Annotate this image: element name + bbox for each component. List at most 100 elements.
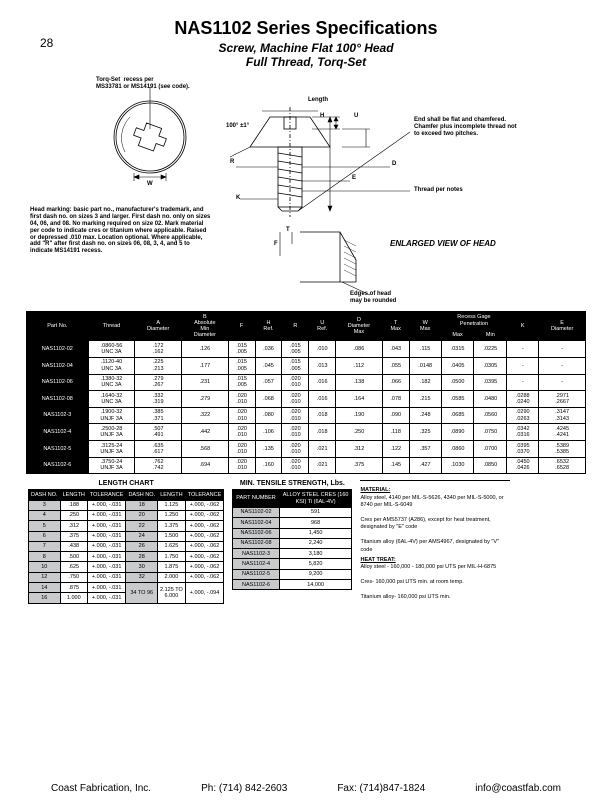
table-cell: 3 [29,500,61,510]
table-cell: .0500 [441,374,474,391]
th-thread: Thread [88,312,135,341]
table-cell: .3125-24UNJF 3A [88,441,135,458]
table-cell: .875 [60,583,87,593]
table-cell: .055 [382,357,409,374]
length-chart-table: DASH NO. LENGTH TOLERANCE DASH NO. LENGT… [28,489,224,603]
table-cell: .020.010 [282,457,309,474]
table-cell: .1640-32UNC 3A [88,391,135,408]
length-label: Length [308,97,328,104]
heat-treat-line-2: Cres- 160,000 psi UTS min. at room temp. [360,579,510,586]
table-cell: .0450.0426 [507,457,539,474]
table-cell: .0405 [441,357,474,374]
footer-email: info@coastfab.com [475,783,561,794]
table-cell: 4 [29,510,61,520]
th-E: EDiameter [539,312,586,341]
table-cell: NAS1102-5 [233,569,279,579]
heat-treat-heading: HEAT TREAT: [360,557,510,564]
table-cell: 10 [29,562,61,572]
table-cell: .020.010 [282,374,309,391]
table-cell: .020.010 [282,391,309,408]
table-cell: .0850 [474,457,507,474]
table-cell: .0225 [474,341,507,358]
table-cell: .078 [382,391,409,408]
table-cell: 12 [29,572,61,582]
table-cell: 30 [126,562,158,572]
material-line-3: Titanium alloy (6AL-4V) per AMS4967, des… [360,539,510,554]
th-U: URef. [309,312,336,341]
table-cell: .172.162 [135,341,182,358]
table-cell: .0288.0240 [507,391,539,408]
title-block: NAS1102 Series Specifications Screw, Mac… [0,18,612,69]
table-cell: .438 [60,541,87,551]
table-cell: 24 [126,531,158,541]
table-cell: .068 [255,391,282,408]
page-title: NAS1102 Series Specifications [0,18,612,39]
table-cell: .0560 [474,407,507,424]
table-cell: 2,240 [279,538,352,548]
table-cell: .015.005 [282,357,309,374]
table-cell: .188 [60,500,87,510]
material-line-1: Alloy steel, 4140 per MIL-S-5626, 4340 p… [360,495,510,510]
th-R: R [282,312,309,341]
table-cell: +.000, -.031 [87,541,126,551]
material-block: MATERIAL: Alloy steel, 4140 per MIL-S-56… [360,480,510,601]
length-chart-title: LENGTH CHART [28,480,224,487]
table-cell: .080 [255,407,282,424]
th-max: Max [441,330,474,341]
table-cell: .0395 [474,374,507,391]
dim-F: F [274,241,278,248]
table-cell: .0148 [409,357,441,374]
table-cell: .6532.6528 [539,457,586,474]
table-cell: .160 [255,457,282,474]
table-cell: .182 [409,374,441,391]
table-cell: .190 [336,407,383,424]
table-cell: +.000, -.062 [185,541,224,551]
table-cell: - [507,357,539,374]
table-cell: .332.319 [135,391,182,408]
table-cell: .016 [309,374,336,391]
table-cell: .177 [182,357,229,374]
technical-diagram [30,77,582,307]
table-cell: .015.005 [282,341,309,358]
tensile-title: MIN. TENSILE STRENGTH, Lbs. [232,480,352,487]
table-cell: .225.213 [135,357,182,374]
th-ten-alloy: ALLOY STEEL CRES (160KSI) Ti (6AL-4V) [279,490,352,508]
table-cell: 1.250 [158,510,186,520]
table-cell: 22 [126,521,158,531]
table-cell: 7 [29,541,61,551]
th-T: TMax [382,312,409,341]
table-cell: .010 [309,341,336,358]
table-cell: 18 [126,500,158,510]
table-cell: +.000, -.031 [87,521,126,531]
table-cell: +.000, -.062 [185,552,224,562]
table-cell: .0305 [474,357,507,374]
table-cell: - [507,341,539,358]
table-cell: NAS1102-08 [27,391,89,408]
table-cell: NAS1102-02 [27,341,89,358]
table-cell: +.000, -.031 [87,593,126,603]
table-cell: 1.000 [60,593,87,603]
table-cell: NAS1102-3 [27,407,89,424]
angle-label: 100° ±1° [226,123,249,130]
table-cell: NAS1102-04 [27,357,89,374]
dim-T: T [286,227,290,234]
table-cell: .694 [182,457,229,474]
table-cell: 20 [126,510,158,520]
th-tol2: TOLERANCE [185,490,224,500]
dim-D: D [392,161,396,168]
table-cell: .112 [336,357,383,374]
th-K: K [507,312,539,341]
table-cell: 1.875 [158,562,186,572]
th-len2: LENGTH [158,490,186,500]
table-cell: .106 [255,424,282,441]
table-cell: .145 [382,457,409,474]
table-cell: .5389.5385 [539,441,586,458]
th-partno: Part No. [27,312,89,341]
table-cell: 1.125 [158,500,186,510]
table-cell: 34 TO 96 [126,583,158,604]
table-cell: 1.500 [158,531,186,541]
table-cell: .0860 [441,441,474,458]
table-cell: .086 [336,341,383,358]
table-cell: .248 [409,407,441,424]
table-cell: +.000, -.062 [185,521,224,531]
